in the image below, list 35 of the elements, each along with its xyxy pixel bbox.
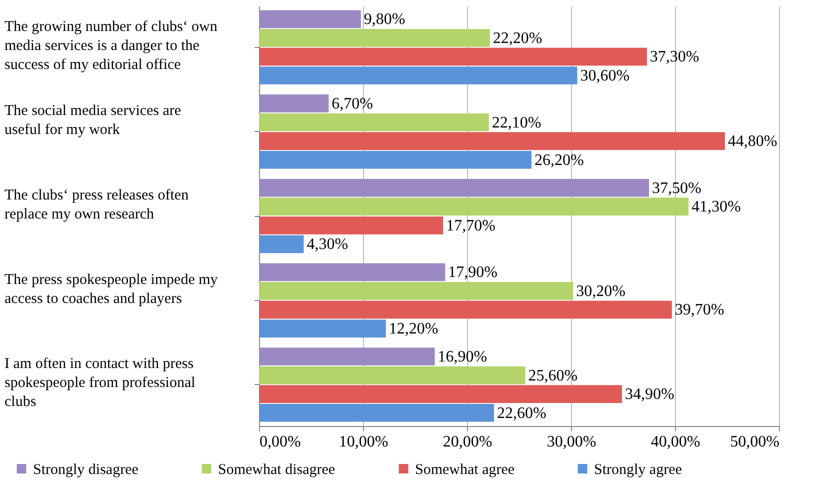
data-label: 22,10% bbox=[492, 114, 542, 132]
data-label: 37,30% bbox=[650, 48, 700, 66]
x-tick-label: 40,00% bbox=[650, 434, 700, 450]
data-label: 41,30% bbox=[692, 198, 741, 216]
data-label: 30,60% bbox=[580, 68, 630, 85]
legend-label: Strongly disagree bbox=[33, 462, 139, 478]
y-tick-label: I am often in contact with press spokespeople from professional clubs bbox=[4, 356, 196, 410]
data-label: 37,50% bbox=[652, 180, 702, 197]
data-label: 6,70% bbox=[332, 95, 374, 112]
legend-label: Somewhat disagree bbox=[218, 462, 336, 478]
data-label: 26,20% bbox=[534, 152, 584, 169]
x-tick-label: 20,00% bbox=[442, 434, 492, 450]
x-tick-label: 0,00% bbox=[260, 434, 301, 450]
x-tick-label: 30,00% bbox=[546, 434, 596, 450]
y-tick-label: The social media services are useful for my work bbox=[4, 103, 182, 138]
data-label: 30,20% bbox=[576, 282, 626, 300]
data-label: 4,30% bbox=[306, 236, 348, 254]
x-tick-label: 50,00% bbox=[730, 434, 780, 450]
data-label: 16,90% bbox=[438, 348, 488, 366]
data-label: 44,80% bbox=[728, 133, 778, 150]
y-tick-label: The press spokespeople impede my access to coaches and players bbox=[4, 272, 218, 307]
x-tick-label: 10,00% bbox=[338, 434, 388, 450]
data-label: 22,20% bbox=[492, 30, 542, 47]
data-label: 12,20% bbox=[388, 320, 438, 338]
y-tick-label: The clubs‘ press releases often replace my own research bbox=[4, 188, 190, 222]
data-label: 17,70% bbox=[446, 217, 496, 234]
data-label: 39,70% bbox=[674, 302, 724, 319]
y-tick-label: The growing number of clubs‘ own media services is a danger to the success of my editorial office bbox=[4, 18, 218, 73]
legend-label: Somewhat agree bbox=[415, 462, 515, 478]
data-label: 25,60% bbox=[528, 367, 578, 384]
legend-label: Strongly agree bbox=[594, 462, 682, 478]
data-label: 22,60% bbox=[497, 404, 546, 422]
data-label: 9,80% bbox=[364, 11, 406, 28]
data-label: 17,90% bbox=[448, 264, 498, 282]
data-label: 34,90% bbox=[624, 386, 674, 404]
